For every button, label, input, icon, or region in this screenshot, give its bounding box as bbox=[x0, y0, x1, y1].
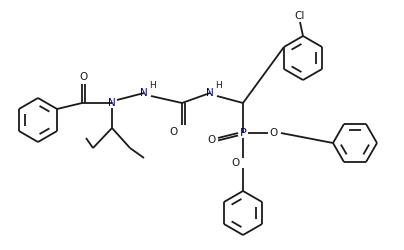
Text: O: O bbox=[231, 158, 239, 168]
Text: O: O bbox=[80, 72, 88, 82]
Text: Cl: Cl bbox=[295, 11, 305, 21]
Text: O: O bbox=[170, 127, 178, 137]
Text: P: P bbox=[240, 128, 246, 138]
Text: H: H bbox=[216, 80, 222, 90]
Text: N: N bbox=[108, 98, 116, 108]
Text: N: N bbox=[206, 88, 214, 98]
Text: H: H bbox=[149, 80, 156, 90]
Text: O: O bbox=[270, 128, 278, 138]
Text: N: N bbox=[140, 88, 148, 98]
Text: O: O bbox=[207, 135, 215, 145]
